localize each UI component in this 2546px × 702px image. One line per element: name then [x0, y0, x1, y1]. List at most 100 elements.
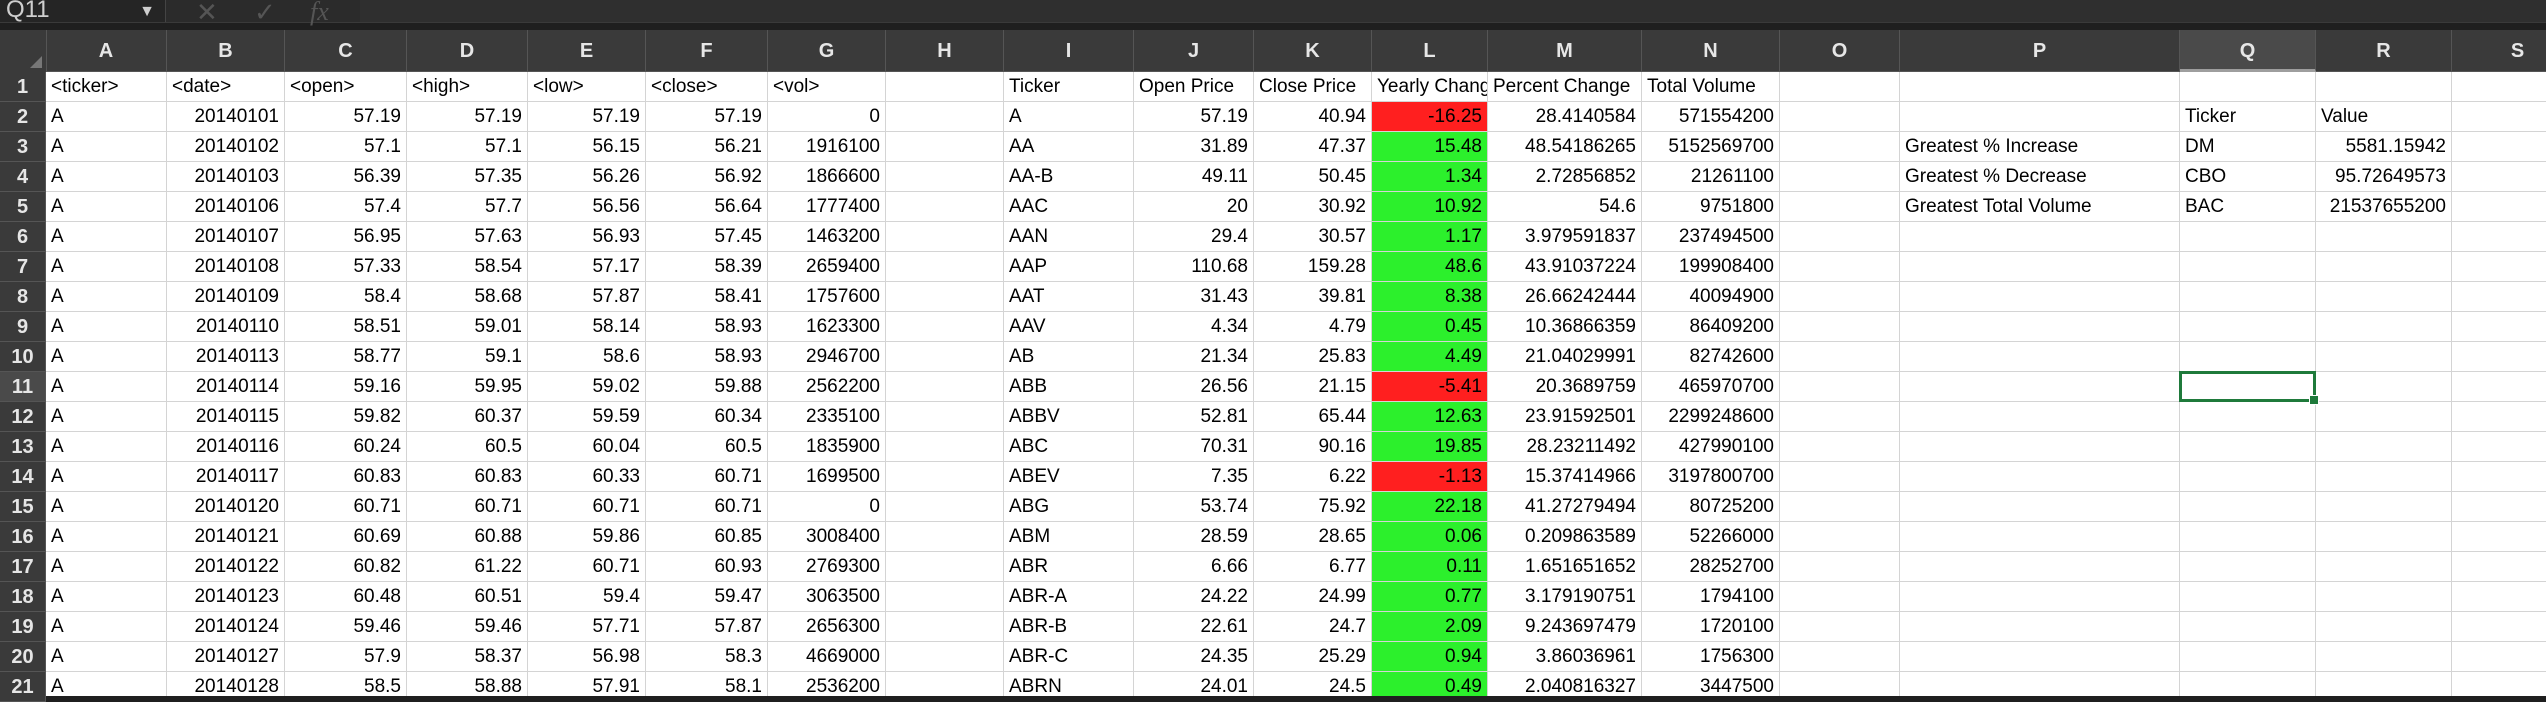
cell-f12[interactable]: 60.34 [646, 402, 768, 432]
cell-b4[interactable]: 20140103 [167, 162, 285, 192]
cell-m3[interactable]: 48.54186265 [1488, 132, 1642, 162]
cell-n14[interactable]: 3197800700 [1642, 462, 1780, 492]
row-header-15[interactable]: 15 [0, 492, 46, 522]
cell-c19[interactable]: 59.46 [285, 612, 407, 642]
cell-b1[interactable]: <date> [167, 72, 285, 102]
cell-f7[interactable]: 58.39 [646, 252, 768, 282]
row-header-14[interactable]: 14 [0, 462, 46, 492]
cell-p8[interactable] [1900, 282, 2180, 312]
cell-q2[interactable]: Ticker [2180, 102, 2316, 132]
cell-k20[interactable]: 25.29 [1254, 642, 1372, 672]
cell-e20[interactable]: 56.98 [528, 642, 646, 672]
cell-h13[interactable] [886, 432, 1004, 462]
cell-g16[interactable]: 3008400 [768, 522, 886, 552]
cell-s4[interactable] [2452, 162, 2546, 192]
x-icon[interactable]: ✕ [196, 0, 218, 27]
cell-i3[interactable]: AA [1004, 132, 1134, 162]
cell-b9[interactable]: 20140110 [167, 312, 285, 342]
cell-o20[interactable] [1780, 642, 1900, 672]
cell-k18[interactable]: 24.99 [1254, 582, 1372, 612]
cell-k10[interactable]: 25.83 [1254, 342, 1372, 372]
cell-s20[interactable] [2452, 642, 2546, 672]
column-header-a[interactable]: A [46, 30, 167, 72]
column-header-h[interactable]: H [886, 30, 1004, 72]
cell-e15[interactable]: 60.71 [528, 492, 646, 522]
cell-n17[interactable]: 28252700 [1642, 552, 1780, 582]
cell-k21[interactable]: 24.5 [1254, 672, 1372, 696]
cell-l20[interactable]: 0.94 [1372, 642, 1488, 672]
cell-r4[interactable]: 95.72649573 [2316, 162, 2452, 192]
cell-o11[interactable] [1780, 372, 1900, 402]
cell-c18[interactable]: 60.48 [285, 582, 407, 612]
cell-l6[interactable]: 1.17 [1372, 222, 1488, 252]
cell-h2[interactable] [886, 102, 1004, 132]
cell-r13[interactable] [2316, 432, 2452, 462]
column-header-i[interactable]: I [1004, 30, 1134, 72]
cell-d7[interactable]: 58.54 [407, 252, 528, 282]
cell-i10[interactable]: AB [1004, 342, 1134, 372]
cell-g6[interactable]: 1463200 [768, 222, 886, 252]
cell-j1[interactable]: Open Price [1134, 72, 1254, 102]
cell-q10[interactable] [2180, 342, 2316, 372]
cell-n2[interactable]: 571554200 [1642, 102, 1780, 132]
cell-d19[interactable]: 59.46 [407, 612, 528, 642]
cell-b19[interactable]: 20140124 [167, 612, 285, 642]
cell-r11[interactable] [2316, 372, 2452, 402]
cell-d10[interactable]: 59.1 [407, 342, 528, 372]
cell-p18[interactable] [1900, 582, 2180, 612]
cell-b2[interactable]: 20140101 [167, 102, 285, 132]
cell-m2[interactable]: 28.4140584 [1488, 102, 1642, 132]
cell-i9[interactable]: AAV [1004, 312, 1134, 342]
cell-o9[interactable] [1780, 312, 1900, 342]
cell-b5[interactable]: 20140106 [167, 192, 285, 222]
cell-o3[interactable] [1780, 132, 1900, 162]
cell-q15[interactable] [2180, 492, 2316, 522]
cell-m12[interactable]: 23.91592501 [1488, 402, 1642, 432]
cell-o5[interactable] [1780, 192, 1900, 222]
cell-h14[interactable] [886, 462, 1004, 492]
cell-j9[interactable]: 4.34 [1134, 312, 1254, 342]
cell-n20[interactable]: 1756300 [1642, 642, 1780, 672]
cell-d14[interactable]: 60.83 [407, 462, 528, 492]
cell-c13[interactable]: 60.24 [285, 432, 407, 462]
cell-j18[interactable]: 24.22 [1134, 582, 1254, 612]
row-header-3[interactable]: 3 [0, 132, 46, 162]
cell-g14[interactable]: 1699500 [768, 462, 886, 492]
cell-b18[interactable]: 20140123 [167, 582, 285, 612]
cell-o7[interactable] [1780, 252, 1900, 282]
cell-a1[interactable]: <ticker> [46, 72, 167, 102]
cell-i12[interactable]: ABBV [1004, 402, 1134, 432]
cell-area[interactable]: <ticker> <date> <open> <high> <low> <close> <v… [46, 72, 2546, 696]
cell-g15[interactable]: 0 [768, 492, 886, 522]
cell-r12[interactable] [2316, 402, 2452, 432]
cell-m17[interactable]: 1.651651652 [1488, 552, 1642, 582]
cell-o6[interactable] [1780, 222, 1900, 252]
cell-n7[interactable]: 199908400 [1642, 252, 1780, 282]
cell-q21[interactable] [2180, 672, 2316, 696]
cell-s9[interactable] [2452, 312, 2546, 342]
cell-d6[interactable]: 57.63 [407, 222, 528, 252]
cell-m7[interactable]: 43.91037224 [1488, 252, 1642, 282]
cell-n9[interactable]: 86409200 [1642, 312, 1780, 342]
cell-m5[interactable]: 54.6 [1488, 192, 1642, 222]
row-header-19[interactable]: 19 [0, 612, 46, 642]
cell-q16[interactable] [2180, 522, 2316, 552]
chevron-down-icon[interactable]: ▼ [139, 3, 155, 20]
cell-p2[interactable] [1900, 102, 2180, 132]
cell-h16[interactable] [886, 522, 1004, 552]
cell-o16[interactable] [1780, 522, 1900, 552]
cell-q13[interactable] [2180, 432, 2316, 462]
cell-r14[interactable] [2316, 462, 2452, 492]
cell-r6[interactable] [2316, 222, 2452, 252]
cell-c11[interactable]: 59.16 [285, 372, 407, 402]
cell-h5[interactable] [886, 192, 1004, 222]
cell-c5[interactable]: 57.4 [285, 192, 407, 222]
cell-b13[interactable]: 20140116 [167, 432, 285, 462]
cell-r8[interactable] [2316, 282, 2452, 312]
cell-l13[interactable]: 19.85 [1372, 432, 1488, 462]
cell-e5[interactable]: 56.56 [528, 192, 646, 222]
cell-m16[interactable]: 0.209863589 [1488, 522, 1642, 552]
cell-a17[interactable]: A [46, 552, 167, 582]
cell-c12[interactable]: 59.82 [285, 402, 407, 432]
cell-s1[interactable] [2452, 72, 2546, 102]
